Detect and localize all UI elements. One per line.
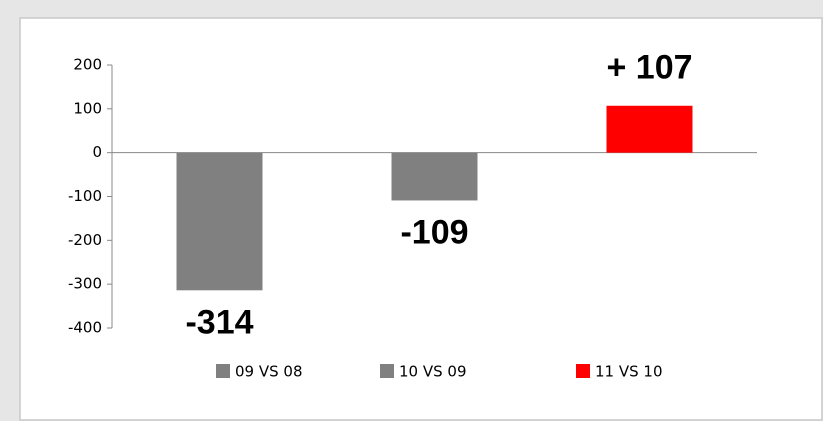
y-tick-label: 100 — [73, 99, 102, 117]
chart-frame — [19, 17, 823, 421]
data-label: -314 — [185, 303, 253, 341]
bar — [606, 105, 693, 153]
data-label: + 107 — [606, 49, 692, 87]
legend-label: 10 VS 09 — [399, 363, 467, 381]
legend-swatch — [576, 364, 590, 378]
legend-label: 09 VS 08 — [235, 363, 303, 381]
y-tick-label: 0 — [92, 143, 102, 161]
legend-swatch — [216, 364, 230, 378]
y-tick-label: -200 — [68, 231, 102, 249]
y-tick-label: 200 — [73, 56, 102, 74]
bar — [391, 152, 478, 201]
bar — [176, 152, 263, 291]
y-tick-label: -400 — [68, 319, 102, 337]
y-tick-label: -100 — [68, 187, 102, 205]
legend-label: 11 VS 10 — [595, 363, 663, 381]
data-label: -109 — [400, 213, 468, 251]
legend-swatch — [380, 364, 394, 378]
y-tick-label: -300 — [68, 275, 102, 293]
